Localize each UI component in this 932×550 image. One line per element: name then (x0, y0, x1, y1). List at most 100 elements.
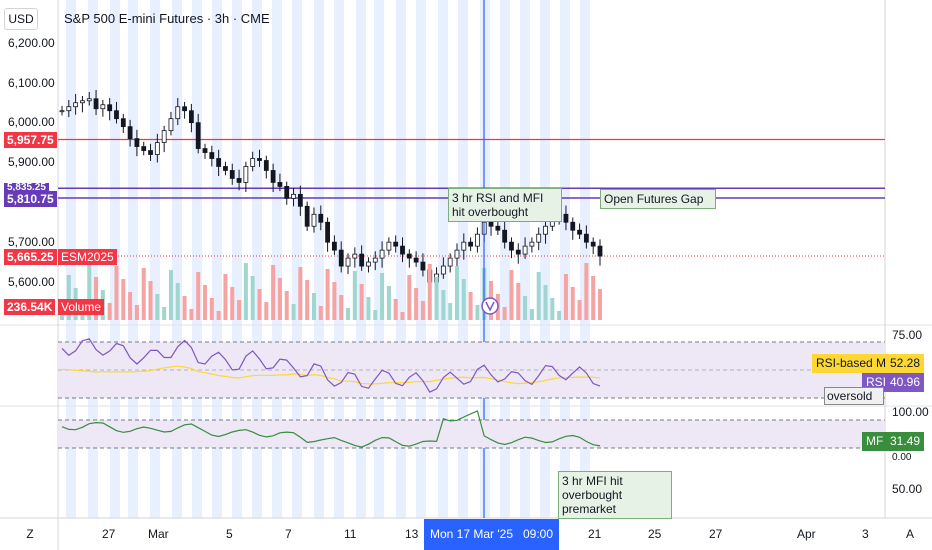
volume-bar (332, 282, 337, 320)
volume-bar (563, 274, 568, 320)
volume-bar (162, 307, 167, 320)
volume-bar (400, 312, 405, 320)
candle-body (597, 245, 603, 257)
candle-body (386, 241, 392, 251)
gap-note[interactable]: Open Futures Gap (600, 189, 716, 209)
auto-scale-button[interactable]: A (905, 527, 914, 541)
session-band (458, 0, 468, 518)
candle-body (120, 118, 126, 128)
candle-body (114, 110, 119, 120)
session-band (540, 0, 550, 518)
candle-body (161, 130, 167, 143)
volume-bar (107, 303, 112, 320)
candle-body (236, 178, 242, 183)
candle-body (461, 241, 467, 251)
candle-body (359, 253, 365, 267)
mf-label-tag: MF (862, 432, 888, 451)
candle-body (543, 225, 548, 235)
volume-bar (182, 296, 187, 320)
volume-bar (305, 280, 310, 320)
mf-line (61, 410, 601, 448)
candle-body (393, 241, 399, 247)
volume-bar (536, 272, 541, 320)
volume-bar (121, 279, 126, 320)
zoom-button[interactable]: Z (26, 527, 34, 541)
price-axis-label: 6,000.00 (8, 115, 55, 129)
session-band (580, 0, 590, 518)
candle-body (243, 166, 249, 183)
candle-body (318, 213, 324, 223)
session-band (396, 0, 406, 518)
candle-body (107, 104, 113, 112)
candle-body (277, 182, 283, 187)
candle-body (338, 249, 344, 267)
time-axis-label: 13 (405, 527, 419, 541)
candle-body (515, 249, 521, 255)
volume-bar (203, 285, 208, 320)
candle-body (148, 150, 153, 155)
volume-bar (373, 310, 378, 320)
candle-body (502, 229, 508, 243)
volume-bar (318, 306, 323, 320)
session-band (500, 0, 510, 518)
volume-bar (60, 312, 64, 320)
volume-bar (216, 311, 221, 320)
event-marker-icon (485, 301, 495, 312)
rsi-mfi-note[interactable]: 3 hr RSI and MFI hit overbought (448, 188, 562, 222)
price-axis-label: 5,600.00 (8, 275, 55, 289)
candle-body (250, 158, 256, 167)
session-band (192, 0, 202, 518)
candle-body (509, 241, 514, 251)
volume-bar (291, 304, 296, 320)
rsi-ma-value: 52.28 (886, 354, 925, 373)
volume-bar (475, 305, 480, 320)
candle-body (291, 193, 296, 199)
volume-bar (516, 283, 521, 320)
mfi-premarket-note[interactable]: 3 hr MFI hit overbought premarket (558, 471, 672, 519)
candle-body (529, 241, 535, 247)
mf-level-50: 50.00 (892, 482, 923, 496)
time-axis-label: 25 (648, 527, 662, 541)
session-band (272, 0, 282, 518)
time-axis-label: 27 (102, 527, 116, 541)
candle-body (454, 249, 460, 259)
session-band (480, 0, 490, 518)
volume-bar (598, 289, 602, 320)
volume-bar (284, 291, 289, 320)
candle-body (270, 170, 276, 183)
volume-bar (141, 268, 146, 320)
time-axis-label: 27 (709, 527, 723, 541)
candle-body (590, 241, 596, 247)
candle-body (488, 221, 494, 227)
volume-bar (550, 298, 555, 320)
candle-body (440, 265, 446, 275)
volume-bar (454, 266, 459, 320)
candle-body (80, 100, 85, 104)
candle-body (311, 213, 317, 227)
volume-bar (393, 299, 398, 320)
candle-body (229, 170, 235, 179)
candle-body (297, 193, 303, 207)
volume-bar (502, 307, 507, 320)
candle-body (188, 110, 194, 124)
time-axis-label: 3 (862, 527, 869, 541)
candle-body (66, 106, 72, 112)
volume-bar (66, 275, 71, 320)
price-axis-label: 5,900.00 (8, 155, 55, 169)
volume-bar (577, 300, 582, 320)
symbol-title[interactable]: S&P 500 E-mini Futures · 3h · CME (64, 11, 270, 26)
volume-label-tag: Volume (58, 299, 105, 315)
crosshair-date-label: Mon 17 Mar '25 09:00 (424, 519, 560, 550)
rsi-ma-line (61, 365, 601, 385)
candle-body (202, 148, 208, 153)
currency-selector[interactable]: USD (4, 8, 38, 30)
volume-bar (591, 276, 596, 320)
time-axis-label: 7 (285, 527, 292, 541)
volume-bar (461, 279, 466, 320)
session-band (292, 0, 302, 518)
candle-body (223, 166, 228, 171)
volume-bar (196, 272, 201, 320)
volume-bar (420, 301, 425, 320)
